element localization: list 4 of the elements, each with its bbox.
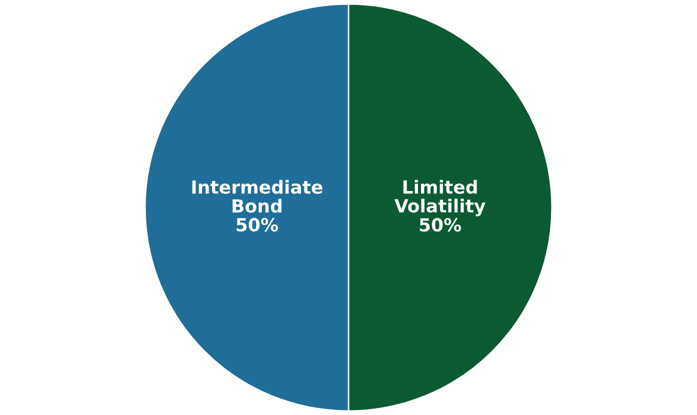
slice-label: Limited Volatility: [394, 180, 486, 216]
slice-label: Intermediate Bond: [192, 180, 322, 213]
data-label: 50%: [420, 218, 462, 232]
data-label: 50%: [236, 218, 278, 232]
